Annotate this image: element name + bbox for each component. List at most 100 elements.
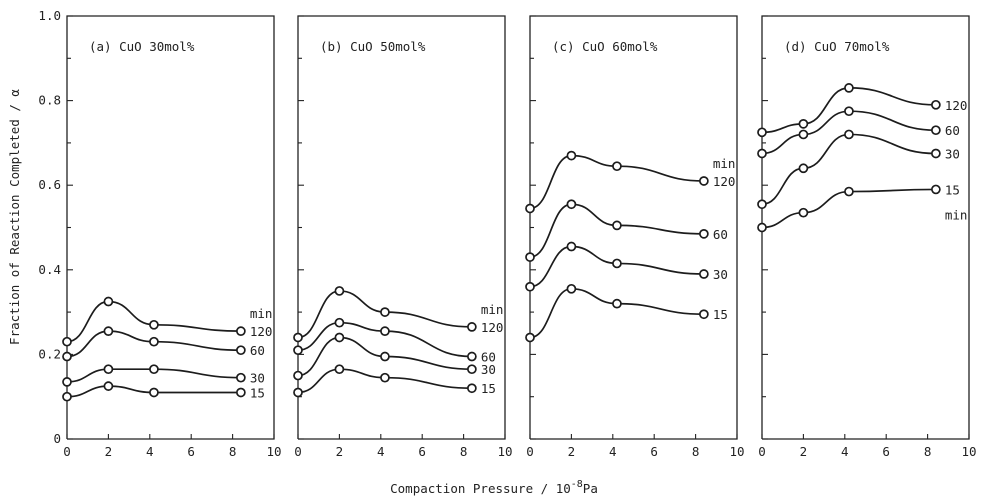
data-point-60 [757,148,767,159]
series-label-30: 30 [250,371,265,386]
x-tick-label: 10 [497,444,512,459]
data-point-120 [62,336,72,347]
data-point-30 [380,351,390,362]
x-tick-label: 2 [336,444,344,459]
series-label-120: 120 [713,174,736,189]
unit-label: min [250,306,273,321]
series-label-15: 15 [250,385,265,400]
chart-panel-d: 0 2 4 6 8 10 (d) CuO 70mol% 120 60 30 15 min [757,15,977,459]
panel-title: (b) CuO 50mol% [320,39,426,54]
data-point-15 [62,391,72,402]
chart-panel-a: 0 0.2 0.4 0.6 0.8 1.0 0 2 4 6 8 10 (a) CuO 30mol% 120… [38,8,281,459]
x-tick-label: 6 [650,444,658,459]
data-point-15 [612,298,622,309]
series-label-120: 120 [250,324,273,339]
data-point-60 [566,199,577,210]
data-point-30 [844,129,854,140]
chart-panel-c: 0 2 4 6 8 10 (c) CuO 60mol% 120 60 30 15 min [525,15,745,459]
x-tick-label: 0 [526,444,534,459]
data-point-15 [467,383,477,394]
data-point-30 [612,258,622,269]
data-point-15 [334,364,345,375]
data-point-120 [293,332,303,343]
data-point-15 [757,222,767,233]
data-point-120 [149,319,159,330]
data-point-30 [467,364,477,375]
data-point-120 [380,307,390,317]
series-label-30: 30 [481,362,496,377]
x-tick-label: 10 [266,444,281,459]
data-point-60 [612,220,622,231]
data-point-60 [931,125,941,136]
data-point-30 [149,364,159,375]
y-tick-label: 0.6 [38,177,61,192]
x-tick-label: 4 [841,444,849,459]
x-tick-label: 8 [692,444,700,459]
data-point-15 [293,387,303,398]
data-point-120 [798,119,809,129]
data-point-15 [525,332,535,343]
data-point-30 [798,163,809,174]
series-label-60: 60 [945,123,960,138]
x-tick-label: 8 [229,444,237,459]
series-line-60 [761,110,937,155]
y-tick-label: 0.2 [38,346,61,361]
x-tick-label: 6 [187,444,195,459]
panel-title: (d) CuO 70mol% [784,39,890,54]
unit-label: min [713,156,736,171]
x-tick-label: 10 [961,444,976,459]
x-axis-title: Compaction Pressure / 10-8Pa [390,479,598,496]
data-point-60 [525,252,535,262]
series-label-15: 15 [481,381,496,396]
data-point-120 [236,326,246,336]
series-line-120 [66,300,242,343]
data-point-30 [757,199,767,210]
panel-title: (c) CuO 60mol% [552,39,658,54]
x-tick-label: 10 [729,444,744,459]
x-tick-label: 8 [460,444,468,459]
series-line-60 [297,321,473,358]
series-label-120: 120 [945,98,968,113]
series-label-30: 30 [945,146,960,161]
series-line-15 [529,287,705,339]
data-point-15 [103,381,114,391]
series-line-60 [529,203,705,258]
x-tick-label: 4 [609,444,617,459]
series-line-30 [529,245,705,288]
y-tick-label: 0.8 [38,93,61,108]
panel-title: (a) CuO 30mol% [89,39,195,54]
data-point-120 [525,203,535,214]
data-point-30 [236,372,246,383]
panel-frame [761,15,970,440]
data-point-60 [149,336,159,347]
data-point-30 [293,370,303,381]
data-point-120 [334,286,345,296]
x-tick-label: 2 [800,444,808,459]
data-point-60 [798,129,809,140]
series-line-120 [529,154,705,210]
data-point-120 [566,150,577,161]
series-label-30: 30 [713,267,728,282]
data-point-15 [844,186,854,197]
y-axis-title: Fraction of Reaction Completed / α [7,89,22,345]
data-point-60 [844,106,854,117]
series-label-120: 120 [481,320,504,335]
series-line-15 [761,188,937,229]
y-tick-label: 0 [53,431,61,446]
series-line-30 [297,336,473,377]
y-tick-label: 0.4 [38,262,61,277]
data-point-15 [380,372,390,383]
data-point-30 [62,377,72,387]
data-point-120 [757,127,767,138]
panel-frame [297,15,506,440]
data-point-30 [334,332,345,343]
series-line-120 [761,87,937,134]
data-point-120 [467,322,477,332]
panel-frame [529,15,738,440]
data-point-120 [103,296,114,307]
data-point-60 [103,326,114,336]
x-tick-label: 0 [758,444,766,459]
data-point-60 [699,228,709,239]
